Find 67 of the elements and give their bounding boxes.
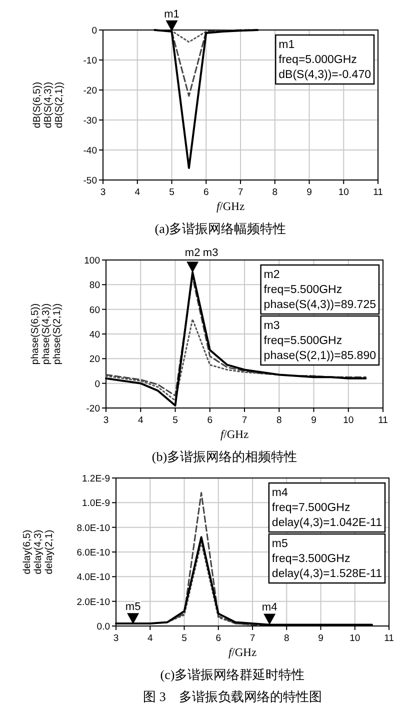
x-tick-label: 9 — [311, 415, 316, 426]
x-tick-label: 11 — [373, 187, 383, 198]
x-tick-label: 10 — [338, 187, 349, 198]
x-tick-label: 7 — [238, 187, 244, 198]
x-tick-label: 10 — [343, 415, 354, 426]
y-tick-label: 6.0E-10 — [76, 548, 110, 558]
y-tick-label: 4.0E-10 — [76, 572, 110, 584]
x-tick-label: 11 — [378, 415, 388, 426]
y-tick-label: 40 — [89, 330, 100, 340]
x-tick-label: 6 — [216, 633, 222, 644]
x-tick-label: 3 — [103, 415, 109, 426]
y-tick-label: -30 — [83, 116, 97, 126]
y-tick-label: 20 — [89, 354, 100, 366]
y-tick-label: 0.0 — [96, 622, 110, 632]
annotation: m5 — [125, 601, 141, 614]
text: (b)多谐振网络的相频特性 — [152, 449, 298, 464]
x-axis-title: f/GHz — [216, 201, 245, 213]
x-tick-label: 7 — [242, 415, 248, 426]
x-tick-label: 6 — [203, 187, 209, 198]
caption: 图 3 多谐振负载网络的特性图 — [143, 689, 322, 704]
y-tick-label: 0 — [92, 26, 97, 36]
x-tick-label: 4 — [147, 633, 153, 644]
x-tick-label: 5 — [172, 415, 178, 426]
x-tick-label: 9 — [306, 187, 312, 198]
annotation: m2 — [184, 247, 200, 259]
x-tick-label: 4 — [134, 187, 140, 198]
x-tick-label: 7 — [250, 633, 256, 644]
y-tick-label: -20 — [86, 404, 100, 414]
y-tick-label: -20 — [83, 86, 97, 96]
y-tick-label: -10 — [83, 56, 97, 66]
y-tick-label: 0 — [94, 378, 100, 390]
y-tick-label: 1.0E-9 — [82, 498, 110, 510]
x-tick-label: 5 — [182, 633, 187, 644]
x-tick-label: 11 — [384, 633, 394, 644]
annotation: m3 freq=5.500GHz phase(S(2,1))=85.890 — [264, 320, 376, 362]
y-tick-label: 1.2E-9 — [82, 474, 110, 484]
x-tick-label: 5 — [169, 187, 174, 198]
y-tick-label: 2.0E-10 — [76, 596, 110, 608]
annotation: m3 — [202, 247, 218, 259]
x-tick-label: 3 — [113, 633, 119, 644]
y-axis-title: dB(S(6,5)) dB(S(4,3)) dB(S(2,1)) — [32, 82, 65, 128]
x-axis-title: f/GHz — [220, 429, 249, 441]
annotation: m4 — [262, 602, 278, 614]
y-axis-title: phase(S(6,5)) phase(S(4,3)) phase(S(2,1)) — [30, 303, 63, 365]
annotation: m2 freq=5.500GHz phase(S(4,3))=89.725 — [264, 269, 376, 311]
x-tick-label: 6 — [207, 415, 213, 426]
x-tick-label: 8 — [284, 633, 290, 644]
annotation: m1 freq=5.000GHz dB(S(4,3))=-0.470 — [278, 39, 371, 81]
y-tick-label: -40 — [83, 146, 97, 156]
y-tick-label: 60 — [89, 304, 100, 316]
text: (c)多谐振网络群延时特性 — [160, 667, 305, 682]
x-tick-label: 10 — [350, 633, 360, 644]
y-axis-title: delay(6,5) delay(4,3) delay(2,1) — [22, 530, 55, 574]
x-tick-label: 3 — [100, 187, 106, 198]
x-tick-label: 8 — [276, 415, 282, 426]
y-tick-label: -50 — [83, 176, 97, 186]
annotation: m1 — [164, 8, 180, 20]
x-tick-label: 4 — [138, 415, 144, 426]
x-axis-title: f/GHz — [228, 647, 257, 659]
text: (a)多谐振网络幅频特性 — [154, 221, 286, 236]
y-tick-label: 8.0E-10 — [76, 522, 110, 534]
x-tick-label: 9 — [318, 633, 324, 644]
annotation: m5 freq=3.500GHz delay(4,3)=1.528E-11 — [272, 538, 382, 580]
x-tick-label: 8 — [272, 187, 278, 198]
y-tick-label: 80 — [89, 280, 100, 292]
y-tick-label: 100 — [84, 256, 100, 266]
annotation: m4 freq=7.500GHz delay(4,3)=1.042E-11 — [272, 487, 382, 529]
